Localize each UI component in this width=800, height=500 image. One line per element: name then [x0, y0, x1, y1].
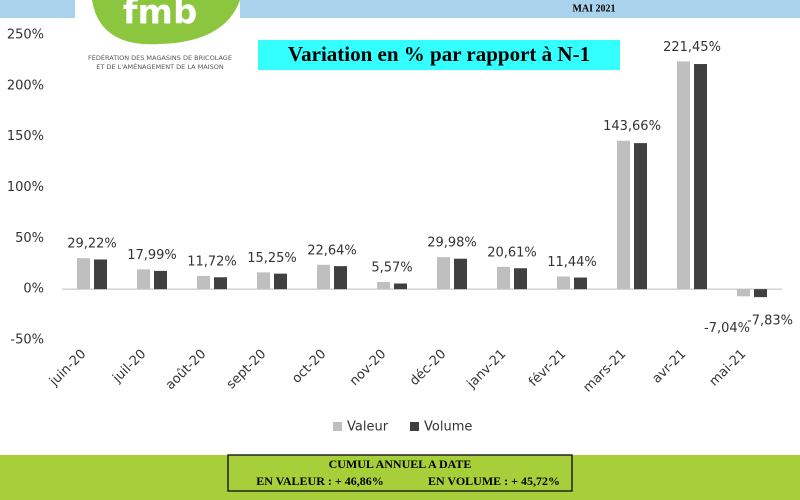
bar [77, 258, 90, 290]
y-tick-label: 250% [7, 28, 44, 43]
data-label: 143,66% [603, 119, 661, 134]
bar [497, 266, 510, 290]
y-tick-label: 200% [7, 78, 44, 93]
bar [454, 258, 467, 290]
y-tick-label: -50% [10, 333, 44, 348]
legend-label: Volume [424, 420, 472, 435]
bar [694, 64, 707, 290]
y-tick-label: 50% [15, 231, 44, 246]
logo-shape [92, 0, 240, 45]
legend-swatch [333, 422, 342, 431]
data-label: 22,64% [307, 243, 357, 258]
legend-swatch [410, 422, 419, 431]
bar [334, 266, 347, 290]
footer-volume: EN VOLUME : + 45,72% [428, 474, 560, 488]
bar [617, 140, 630, 290]
data-label: -7,83% [747, 314, 793, 329]
bar [94, 259, 107, 290]
legend-label: Valeur [347, 420, 389, 435]
bar [754, 289, 767, 298]
bar [514, 268, 527, 290]
data-label: 5,57% [371, 261, 412, 276]
data-label: 11,72% [187, 254, 237, 269]
data-label: 29,22% [67, 237, 117, 252]
bar [154, 270, 167, 290]
org-name: ET DE L'AMÉNAGEMENT DE LA MAISON [96, 62, 224, 71]
bar [557, 276, 570, 290]
y-tick-label: 150% [7, 129, 44, 144]
data-label: 15,25% [247, 251, 297, 266]
y-tick-label: 0% [23, 282, 44, 297]
bar [737, 289, 750, 297]
data-label: -7,04% [704, 321, 750, 336]
data-label: 29,98% [427, 236, 477, 251]
report-date: MAI 2021 [572, 3, 615, 14]
data-label: 17,99% [127, 248, 177, 263]
bar [634, 143, 647, 290]
bar [377, 282, 390, 290]
bar [437, 257, 450, 290]
data-label: 20,61% [487, 245, 537, 260]
data-label: 221,45% [663, 40, 721, 55]
data-label: 11,44% [547, 255, 597, 270]
bar [197, 275, 210, 290]
footer-valeur: EN VALEUR : + 46,86% [256, 474, 383, 488]
bar [574, 277, 587, 290]
bar [317, 264, 330, 290]
bar [274, 273, 287, 290]
chart-title: Variation en % par rapport à N-1 [288, 42, 590, 66]
title-background [258, 40, 620, 70]
bar [394, 283, 407, 290]
footer-box [227, 454, 573, 492]
bar [257, 272, 270, 290]
bar [214, 277, 227, 290]
y-tick-label: 100% [7, 180, 44, 195]
bar [137, 269, 150, 290]
org-name: FÉDÉRATION DES MAGASINS DE BRICOLAGE [88, 53, 232, 62]
logo-text: fmb [123, 0, 198, 33]
bar [677, 61, 690, 290]
footer-title: CUMUL ANNUEL A DATE [329, 457, 472, 471]
